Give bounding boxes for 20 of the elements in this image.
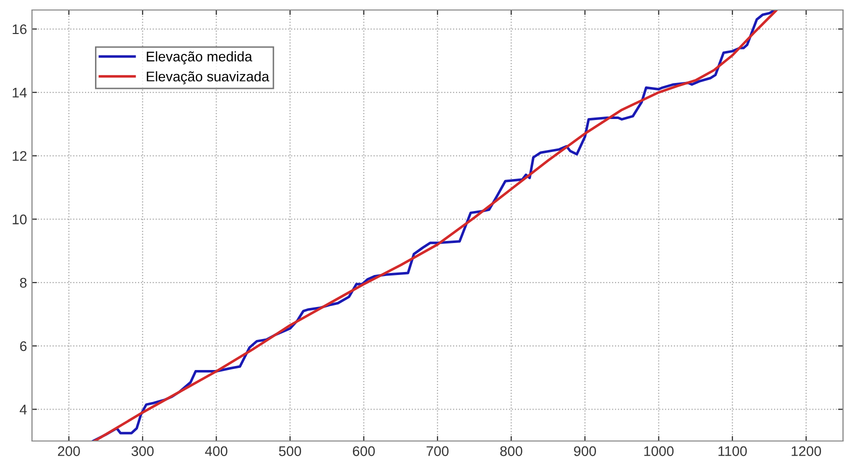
x-tick-label: 500 (279, 446, 302, 456)
y-tick-label: 14 (12, 88, 27, 98)
y-tick-label: 8 (20, 278, 27, 288)
x-tick-label: 300 (132, 446, 154, 456)
y-tick-label: 4 (20, 404, 27, 414)
legend-label: Elevação medida (146, 51, 252, 64)
x-tick-label: 1000 (644, 446, 674, 456)
x-tick-label: 1200 (792, 446, 822, 456)
x-tick-label: 800 (500, 446, 522, 456)
y-tick-label: 12 (12, 151, 26, 161)
x-tick-label: 700 (426, 446, 449, 456)
x-tick-label: 400 (205, 446, 228, 456)
x-tick-label: 900 (574, 446, 596, 456)
x-tick-label: 1100 (718, 446, 747, 456)
x-tick-label: 600 (352, 446, 375, 456)
x-tick-label: 200 (58, 446, 80, 456)
legend-label: Elevação suavizada (146, 71, 270, 84)
y-tick-label: 6 (20, 341, 27, 352)
y-tick-label: 10 (12, 214, 27, 224)
y-tick-label: 16 (12, 24, 27, 34)
